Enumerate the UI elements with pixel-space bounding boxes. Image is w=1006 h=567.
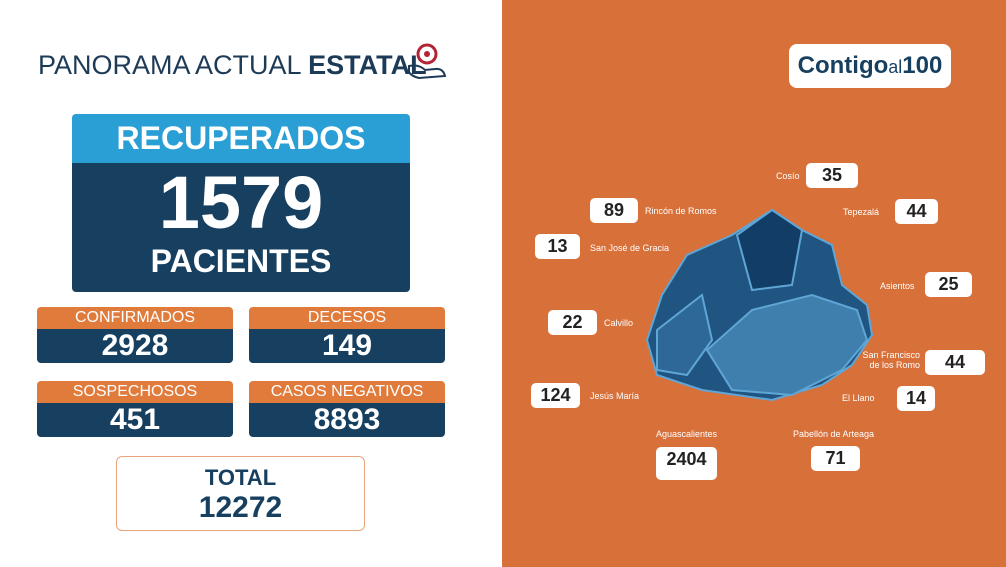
stat-value: 2928	[37, 329, 233, 363]
hand-icon	[408, 43, 447, 80]
recuperados-body: 1579 PACIENTES	[72, 163, 410, 292]
municipality-name: Jesús María	[590, 391, 640, 401]
total-value: 12272	[198, 491, 283, 524]
municipality-value: 35	[806, 163, 858, 188]
municipality-value: 25	[925, 272, 972, 297]
stat-label: DECESOS	[249, 307, 445, 329]
municipality-name: Pabellón de Arteaga	[793, 429, 875, 439]
title: PANORAMA ACTUAL ESTATAL	[38, 50, 427, 81]
logo-part: 100	[902, 52, 943, 79]
stat-value: 149	[249, 329, 445, 363]
municipality-value: 14	[897, 386, 935, 411]
stat-label: SOSPECHOSOS	[37, 381, 233, 403]
logo: Contigoal100	[789, 44, 951, 88]
municipality-value: 22	[548, 310, 597, 335]
municipality-name: San José de Gracia	[590, 243, 670, 253]
stat-card: CONFIRMADOS 2928	[37, 307, 233, 363]
municipality-value: 13	[535, 234, 580, 259]
municipality-value: 124	[531, 383, 580, 408]
stat-label: CASOS NEGATIVOS	[249, 381, 445, 403]
municipality-name: El Llano	[842, 393, 875, 403]
municipality-name: Asientos	[880, 281, 915, 291]
municipality-name: Rincón de Romos	[645, 206, 717, 216]
total-box: TOTAL 12272	[116, 456, 365, 531]
recuperados-label: RECUPERADOS	[72, 114, 410, 163]
title-light: PANORAMA ACTUAL	[38, 50, 301, 80]
municipality-name: Tepezalá	[843, 207, 880, 217]
municipality-name: Calvillo	[604, 318, 634, 328]
state-map	[645, 208, 874, 402]
municipality-value: 89	[590, 198, 638, 223]
stat-card: DECESOS 149	[249, 307, 445, 363]
stat-value: 451	[37, 403, 233, 437]
municipality-name: Aguascalientes	[656, 429, 718, 439]
municipality-value: 71	[811, 446, 860, 471]
municipality-value: 2404	[656, 447, 717, 480]
stat-label: CONFIRMADOS	[37, 307, 233, 329]
recuperados-value: 1579	[158, 161, 324, 244]
logo-part: Contigo	[797, 52, 889, 79]
recuperados-unit: PACIENTES	[150, 243, 332, 279]
stat-value: 8893	[249, 403, 445, 437]
municipality-value: 44	[895, 199, 938, 224]
municipality-name: Cosío	[776, 171, 800, 181]
map-panel: Contigoal100 Cosío 35 Rincón de Romos 89 Tep…	[502, 0, 1006, 567]
stat-card: CASOS NEGATIVOS 8893	[249, 381, 445, 437]
logo-part: al	[888, 57, 903, 77]
title-bold: ESTATAL	[308, 50, 427, 80]
municipality-name: San Francisco de los Romo	[862, 350, 920, 370]
municipality-value: 44	[925, 350, 985, 375]
stat-card: SOSPECHOSOS 451	[37, 381, 233, 437]
total-label: TOTAL	[204, 465, 277, 490]
